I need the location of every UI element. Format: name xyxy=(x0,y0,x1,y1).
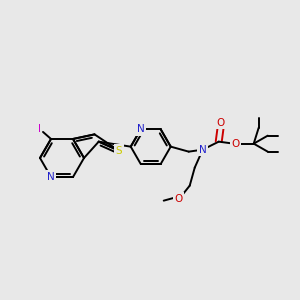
Text: N: N xyxy=(137,124,145,134)
Text: I: I xyxy=(38,124,40,134)
Text: O: O xyxy=(232,139,240,149)
Text: O: O xyxy=(217,118,225,128)
Text: O: O xyxy=(175,194,183,204)
Text: S: S xyxy=(116,146,122,156)
Text: N: N xyxy=(199,145,207,155)
Text: N: N xyxy=(47,172,55,182)
